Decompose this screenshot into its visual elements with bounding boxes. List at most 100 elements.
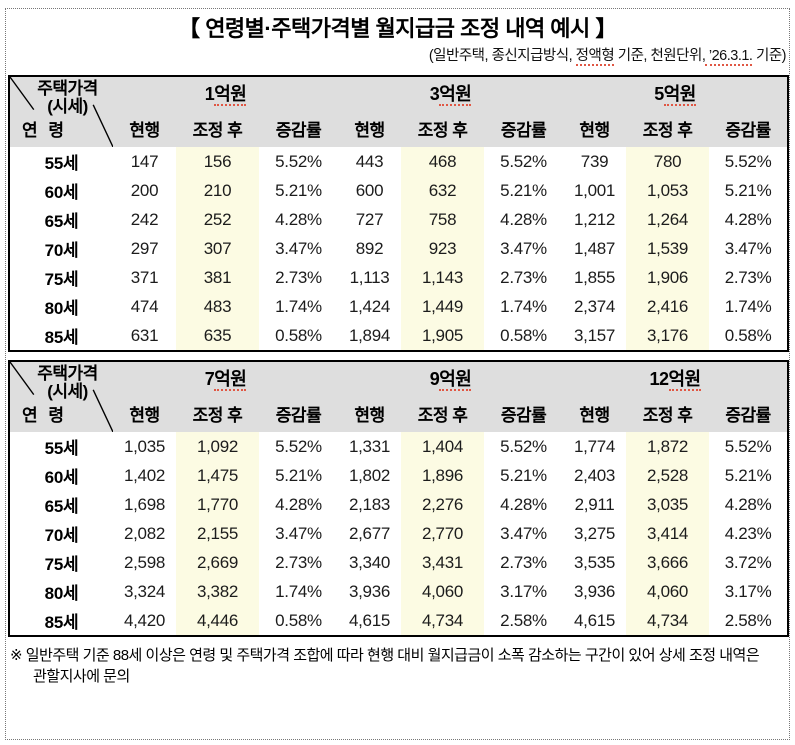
rate-value-cell: 2.73% — [500, 267, 547, 287]
table-row: 70세 2,082 2,155 3.47% 2,677 2,770 3.47% 3,275 3,… — [9, 519, 788, 548]
subheader-adjusted: 조정 후 — [401, 109, 485, 147]
age-cell: 55세 — [9, 147, 113, 176]
price-group-header: 3억원 — [338, 76, 564, 109]
current-value-cell: 1,001 — [574, 180, 616, 200]
price-amount: 1 — [204, 84, 215, 104]
table-body: 55세 147 156 5.52% 443 468 5.52% 739 780 5.52% 60세 2… — [9, 147, 788, 351]
rate-value-cell: 5.52% — [500, 151, 547, 171]
current-value-cell: 1,113 — [349, 267, 390, 287]
adjusted-value-cell: 1,896 — [401, 461, 485, 490]
rate-value-cell: 1.74% — [275, 296, 322, 316]
age-cell: 65세 — [9, 205, 113, 234]
adjusted-value-cell: 1,053 — [626, 176, 710, 205]
adjusted-value-cell: 2,770 — [401, 519, 485, 548]
price-unit-spellcheck: 억원 — [668, 369, 701, 391]
current-value-cell: 4,420 — [123, 610, 166, 630]
rate-value-cell: 3.47% — [275, 523, 322, 543]
rate-value-cell: 4.28% — [275, 209, 322, 229]
corner-label-age: 연 령 — [22, 121, 68, 140]
current-value-cell: 3,936 — [348, 581, 391, 601]
age-cell: 85세 — [9, 321, 113, 351]
subheader-rate: 증감률 — [259, 394, 339, 432]
adjusted-value-cell: 156 — [176, 147, 259, 176]
subheader-current: 현행 — [338, 394, 402, 432]
table-row: 70세 297 307 3.47% 892 923 3.47% 1,487 1,539 3.47% — [9, 234, 788, 263]
adjusted-value-cell: 1,092 — [176, 432, 259, 461]
current-value-cell: 1,424 — [348, 296, 391, 316]
rate-value-cell: 3.72% — [724, 552, 772, 572]
current-value-cell: 2,403 — [574, 465, 616, 485]
rate-value-cell: 3.47% — [500, 238, 547, 258]
current-value-cell: 4,615 — [348, 610, 391, 630]
subtitle: (일반주택, 종신지급방식, 정액형 기준, 천원단위, ’26.3.1. 기준… — [7, 46, 788, 66]
adjusted-value-cell: 4,734 — [626, 606, 710, 636]
age-cell: 85세 — [9, 606, 113, 636]
price-unit-spellcheck: 억원 — [439, 84, 472, 106]
rate-value-cell: 1.74% — [500, 296, 547, 316]
subtitle-part-spellcheck: 정액형 — [575, 48, 615, 66]
subtitle-part: 기준) — [752, 48, 787, 64]
subheader-rate: 증감률 — [709, 394, 789, 432]
subheader-adjusted: 조정 후 — [176, 394, 259, 432]
current-value-cell: 1,802 — [348, 465, 391, 485]
current-value-cell: 739 — [580, 151, 609, 171]
corner-label-house-price: 주택가격 (시세) — [26, 80, 109, 115]
price-amount: 12 — [649, 369, 669, 389]
rate-value-cell: 1.74% — [275, 581, 322, 601]
price-unit-spellcheck: 억원 — [214, 84, 247, 106]
age-cell: 80세 — [9, 577, 113, 606]
current-value-cell: 2,677 — [348, 523, 391, 543]
age-cell: 65세 — [9, 490, 113, 519]
price-group-header: 5억원 — [563, 76, 789, 109]
adjusted-value-cell: 307 — [176, 234, 259, 263]
current-value-cell: 3,535 — [574, 552, 616, 572]
current-value-cell: 2,183 — [348, 494, 391, 514]
adjusted-value-cell: 1,143 — [401, 263, 485, 292]
current-value-cell: 2,598 — [123, 552, 166, 572]
rate-value-cell: 0.58% — [724, 325, 772, 345]
rate-value-cell: 4.28% — [275, 494, 322, 514]
adjusted-value-cell: 1,906 — [626, 263, 710, 292]
adjusted-value-cell: 3,382 — [176, 577, 259, 606]
rate-value-cell: 5.52% — [500, 436, 547, 456]
rate-value-cell: 5.21% — [500, 180, 547, 200]
current-value-cell: 2,911 — [574, 494, 615, 514]
rate-value-cell: 3.47% — [275, 238, 322, 258]
age-cell: 70세 — [9, 234, 113, 263]
price-header-row: 주택가격 (시세) 연 령 7억원 9억원 12억원 — [9, 361, 789, 432]
current-value-cell: 2,374 — [574, 296, 616, 316]
price-group-header: 7억원 — [113, 361, 339, 394]
corner-label-age: 연 령 — [22, 406, 68, 425]
adjusted-value-cell: 3,176 — [626, 321, 710, 351]
adjusted-value-cell: 1,905 — [401, 321, 485, 351]
subheader-row: 현행 조정 후 증감률 현행 조정 후 증감률 현행 조정 후 증감률 — [9, 109, 789, 147]
payment-table-high-prices: 주택가격 (시세) 연 령 7억원 9억원 12억원 현행 조정 후 증감률 현행 조정 후… — [8, 360, 790, 637]
adjusted-value-cell: 3,035 — [626, 490, 710, 519]
adjusted-value-cell: 210 — [176, 176, 259, 205]
rate-value-cell: 3.17% — [500, 581, 547, 601]
current-value-cell: 1,698 — [123, 494, 166, 514]
adjusted-value-cell: 780 — [626, 147, 710, 176]
rate-value-cell: 4.28% — [500, 209, 547, 229]
rate-value-cell: 4.23% — [724, 523, 772, 543]
rate-value-cell: 3.47% — [724, 238, 772, 258]
subtitle-part: (일반주택, 종신지급방식, — [428, 48, 576, 64]
age-cell: 55세 — [9, 432, 113, 461]
adjusted-value-cell: 758 — [401, 205, 485, 234]
table-body: 55세 1,035 1,092 5.52% 1,331 1,404 5.52% 1,774 1,… — [9, 432, 788, 636]
current-value-cell: 1,331 — [348, 436, 391, 456]
price-unit-spellcheck: 억원 — [439, 369, 472, 391]
price-amount: 3 — [429, 84, 440, 104]
subheader-rate: 증감률 — [484, 109, 564, 147]
current-value-cell: 4,615 — [574, 610, 616, 630]
current-value-cell: 1,774 — [574, 436, 616, 456]
current-value-cell: 1,402 — [123, 465, 166, 485]
price-unit-spellcheck: 억원 — [214, 369, 247, 391]
adjusted-value-cell: 1,475 — [176, 461, 259, 490]
rate-value-cell: 3.17% — [724, 581, 772, 601]
table-row: 85세 4,420 4,446 0.58% 4,615 4,734 2.58% 4,615 4,… — [9, 606, 788, 636]
age-cell: 60세 — [9, 461, 113, 490]
rate-value-cell: 2.73% — [275, 267, 322, 287]
adjusted-value-cell: 2,155 — [176, 519, 259, 548]
